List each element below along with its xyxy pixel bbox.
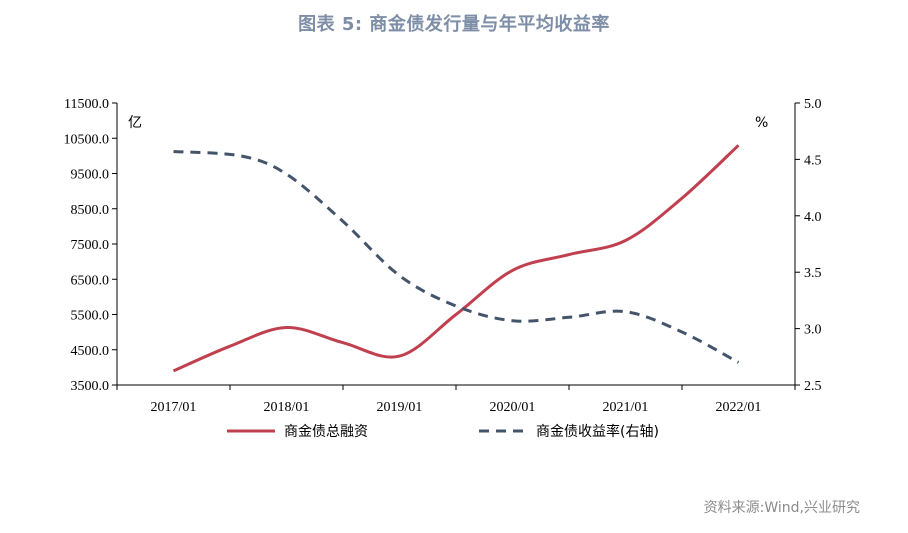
- left-axis: 3500.0 4500.0 5500.0 6500.0 7500.0 8500.0 9500…: [64, 97, 118, 394]
- x-tick-label: 2018/01: [264, 400, 310, 415]
- left-tick-label: 6500.0: [71, 273, 110, 288]
- right-tick-label: 3.0: [804, 323, 822, 338]
- right-tick-label: 4.0: [804, 210, 822, 225]
- left-tick-label: 10500.0: [64, 132, 110, 147]
- right-tick-label: 5.0: [804, 97, 822, 112]
- legend-label: 商金债收益率(右轴): [536, 423, 659, 440]
- x-tick-label: 2021/01: [603, 400, 649, 415]
- right-tick-label: 2.5: [804, 379, 822, 394]
- right-tick-label: 3.5: [804, 266, 822, 281]
- x-tick-label: 2019/01: [377, 400, 423, 415]
- left-tick-label: 3500.0: [71, 379, 110, 394]
- chart-title: 图表 5: 商金债发行量与年平均收益率: [298, 14, 610, 35]
- right-axis-unit: %: [755, 115, 768, 131]
- x-axis: 2017/01 2018/01 2019/01 2020/01 2021/01 2022/…: [116, 384, 796, 415]
- series-line-yield: [173, 150, 740, 364]
- left-tick-label: 8500.0: [71, 203, 110, 218]
- right-axis: 2.5 3.0 3.5 4.0 4.5 5.0: [794, 97, 822, 394]
- source-note: 资料来源:Wind,兴业研究: [703, 500, 860, 516]
- left-tick-label: 9500.0: [71, 168, 110, 183]
- x-tick-label: 2022/01: [716, 400, 762, 415]
- left-tick-label: 5500.0: [71, 309, 110, 324]
- left-axis-unit: 亿: [128, 115, 142, 131]
- x-tick-label: 2020/01: [490, 400, 536, 415]
- x-tick-label: 2017/01: [151, 400, 197, 415]
- legend-label: 商金债总融资: [284, 424, 368, 440]
- left-tick-label: 7500.0: [71, 238, 110, 253]
- left-tick-label: 4500.0: [71, 344, 110, 359]
- legend: 商金债总融资 商金债收益率(右轴): [227, 423, 659, 440]
- series-line-financing: [172, 144, 740, 373]
- left-tick-label: 11500.0: [64, 97, 109, 112]
- right-tick-label: 4.5: [804, 153, 822, 168]
- series-lines: [172, 144, 740, 373]
